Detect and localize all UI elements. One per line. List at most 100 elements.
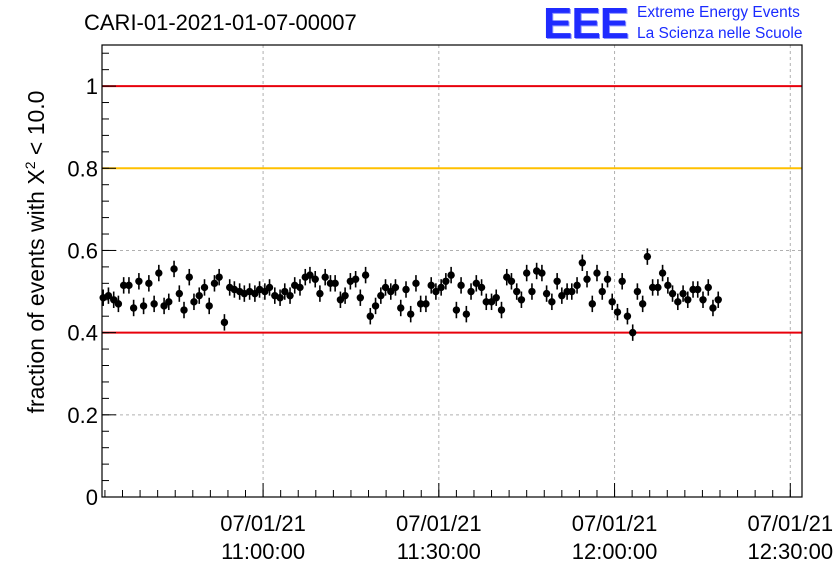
data-point xyxy=(684,296,692,304)
data-point xyxy=(643,252,652,261)
logo-text-line1: Extreme Energy Events xyxy=(637,4,800,21)
data-point xyxy=(397,304,405,312)
grid-layer xyxy=(102,45,802,497)
data-point xyxy=(447,271,455,279)
data-point xyxy=(371,302,380,310)
y-tick-label: 0 xyxy=(86,485,98,510)
run-title: CARI-01-2021-01-07-00007 xyxy=(84,10,357,35)
data-point xyxy=(311,275,319,283)
y-tick-label: 0.8 xyxy=(67,156,98,181)
data-point xyxy=(457,281,465,290)
data-point xyxy=(623,312,632,320)
data-point xyxy=(542,289,551,298)
data-point xyxy=(351,275,360,283)
data-point xyxy=(427,281,435,290)
data-point xyxy=(638,300,647,308)
x-tick-date: 07/01/21 xyxy=(220,511,306,536)
data-point xyxy=(331,279,339,288)
data-point xyxy=(104,291,113,300)
data-point xyxy=(593,269,601,277)
reference-lines xyxy=(102,85,802,334)
data-point xyxy=(125,281,133,290)
x-tick-time: 12:30:00 xyxy=(747,539,833,564)
data-point xyxy=(306,271,314,279)
data-point xyxy=(522,269,531,277)
axes: 0 0.2 0.4 0.6 0.8 1 07/01/21 11:00:00 07/01/21 11… xyxy=(67,52,833,564)
data-point xyxy=(452,306,461,314)
data-point xyxy=(321,273,329,281)
data-point xyxy=(699,296,707,304)
data-point xyxy=(664,281,672,290)
data-point xyxy=(281,287,289,296)
data-point xyxy=(114,300,123,308)
data-point xyxy=(150,300,158,308)
x-tick-date: 07/01/21 xyxy=(572,511,658,536)
logo-text-line2: La Scienza nelle Scuole xyxy=(637,25,803,42)
data-point xyxy=(190,298,198,306)
data-point xyxy=(265,283,274,292)
data-point xyxy=(165,298,173,306)
data-point xyxy=(170,265,178,273)
data-point xyxy=(412,279,420,288)
data-point xyxy=(437,283,445,292)
x-tick-time: 12:00:00 xyxy=(572,539,658,564)
data-point xyxy=(316,289,324,298)
y-tick-label: 0.6 xyxy=(67,238,98,263)
data-point xyxy=(679,289,687,298)
data-point xyxy=(588,300,596,308)
data-point xyxy=(598,287,606,296)
data-point xyxy=(709,304,717,312)
y-tick-label: 1 xyxy=(86,74,98,99)
data-point xyxy=(356,294,365,302)
data-point xyxy=(578,259,587,267)
data-point xyxy=(135,277,143,285)
data-point xyxy=(119,281,128,290)
data-point xyxy=(145,279,153,288)
data-point xyxy=(155,269,163,277)
x-tick-time: 11:30:00 xyxy=(397,539,481,564)
data-point xyxy=(608,298,616,306)
data-point xyxy=(185,273,193,281)
data-point xyxy=(704,283,712,292)
data-points xyxy=(99,248,722,341)
data-point xyxy=(442,277,450,285)
data-point xyxy=(629,328,637,337)
data-point xyxy=(714,296,722,304)
y-tick-label: 0.2 xyxy=(67,403,98,428)
data-point xyxy=(613,308,622,316)
data-point xyxy=(553,277,561,285)
data-point xyxy=(402,285,410,294)
data-point xyxy=(377,291,385,300)
eee-logo: EEE xyxy=(543,0,629,48)
data-point xyxy=(286,291,294,300)
data-point xyxy=(422,300,430,308)
data-point xyxy=(210,279,219,288)
data-point xyxy=(407,310,415,318)
data-point xyxy=(472,279,481,288)
data-point xyxy=(492,294,500,302)
data-point xyxy=(467,287,475,296)
data-point xyxy=(129,304,138,312)
data-point xyxy=(548,298,556,306)
data-point xyxy=(180,306,188,314)
plot-frame xyxy=(101,44,803,498)
data-point xyxy=(462,310,471,318)
data-point xyxy=(568,287,576,296)
data-point xyxy=(416,300,425,308)
data-point xyxy=(507,277,516,285)
data-point xyxy=(658,269,667,277)
data-point xyxy=(432,287,440,296)
data-point xyxy=(517,296,526,304)
data-point xyxy=(668,289,677,298)
data-point xyxy=(648,283,657,292)
data-point xyxy=(391,283,400,292)
data-point xyxy=(694,285,702,294)
data-point xyxy=(497,306,506,314)
data-point xyxy=(633,287,642,296)
data-point xyxy=(558,291,566,300)
data-point xyxy=(341,291,349,300)
data-point xyxy=(381,283,390,292)
data-point xyxy=(583,275,591,283)
data-point xyxy=(674,298,682,306)
